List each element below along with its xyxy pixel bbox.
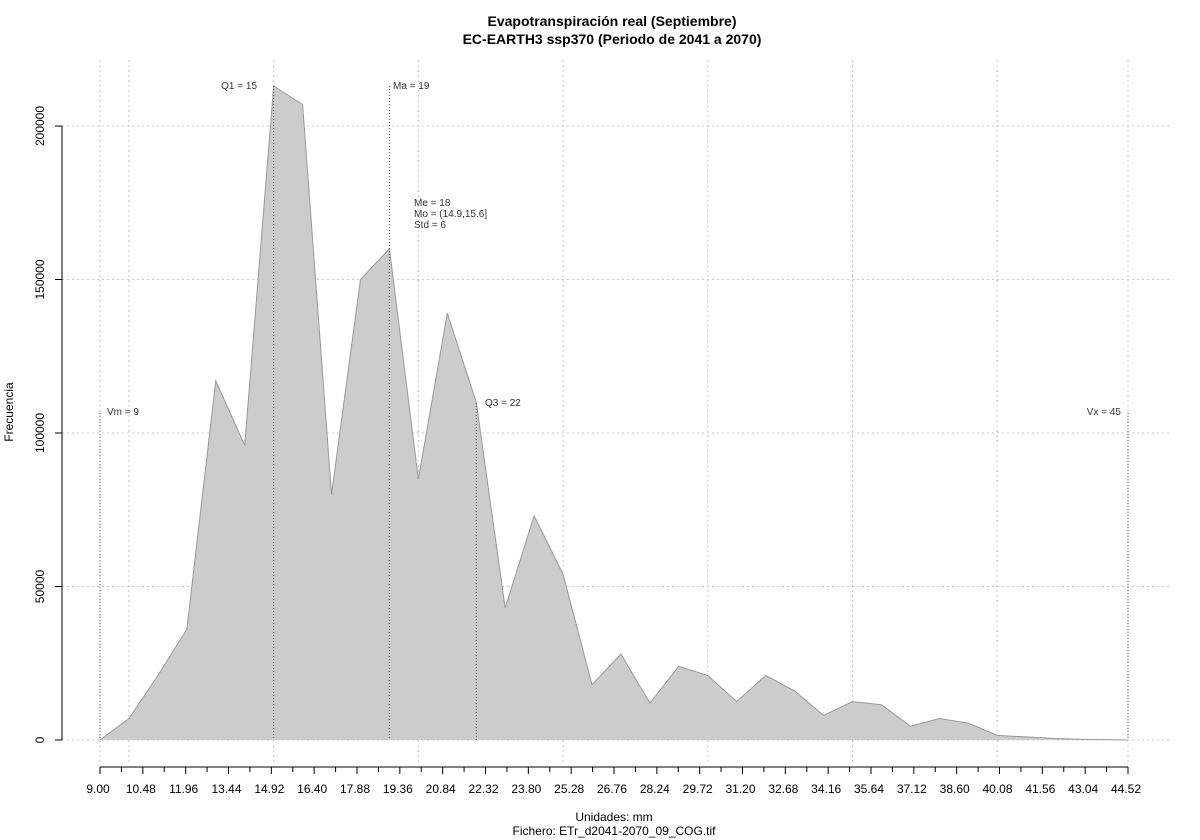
x-tick-label: 40.08: [982, 782, 1012, 796]
plot-area: [99, 85, 1129, 741]
reference-lines: [99, 86, 1129, 740]
y-tick-label: 0: [33, 736, 47, 743]
chart-subtitle: EC-EARTH3 ssp370 (Periodo de 2041 a 2070…: [463, 31, 762, 47]
x-tick-label: 19.36: [383, 782, 413, 796]
frequency-area: [100, 86, 1128, 741]
annotation-vx: Vx = 45: [1087, 407, 1122, 418]
x-tick-label: 9.00: [86, 782, 110, 796]
x-tick-label: 41.56: [1025, 782, 1055, 796]
x-tick-label: 10.48: [126, 782, 156, 796]
x-tick-label: 16.40: [297, 782, 327, 796]
x-tick-label: 28.24: [640, 782, 670, 796]
annotation-ma: Ma = 19: [393, 81, 430, 92]
x-tick-label: 25.28: [554, 782, 584, 796]
annotation-q3: Q3 = 22: [485, 398, 521, 409]
annotation-me: Me = 18: [414, 198, 451, 209]
x-tick-label: 34.16: [811, 782, 841, 796]
x-tick-label: 29.72: [683, 782, 713, 796]
y-axis: 0 50000 100000 150000 200000: [33, 106, 63, 743]
y-axis-label: Frecuencia: [2, 382, 16, 442]
x-tick-label: 14.92: [254, 782, 284, 796]
file-caption: Fichero: ETr_d2041-2070_09_COG.tif: [513, 824, 717, 838]
x-tick-label: 44.52: [1111, 782, 1141, 796]
x-tick-label: 26.76: [597, 782, 627, 796]
x-tick-label: 22.32: [468, 782, 498, 796]
x-tick-label: 37.12: [897, 782, 927, 796]
annotation-std: Std = 6: [414, 220, 446, 231]
x-tick-label: 17.88: [340, 782, 370, 796]
annotation-mo: Mo = (14.9,15.6]: [414, 209, 487, 220]
x-tick-label: 32.68: [768, 782, 798, 796]
x-axis-label: Unidades: mm: [575, 810, 652, 824]
annotations: Vm = 9 Q1 = 15 Ma = 19 Me = 18 Mo = (14.…: [107, 81, 1121, 418]
x-tick-label: 13.44: [211, 782, 241, 796]
x-axis: 9.00 10.48 11.96 13.44 14.92 16.40 17.88 19.36 2…: [86, 766, 1141, 796]
x-tick-label: 11.96: [169, 782, 198, 796]
chart-title: Evapotranspiración real (Septiembre): [488, 13, 737, 29]
y-tick-label: 150000: [33, 259, 47, 299]
annotation-q1: Q1 = 15: [221, 81, 257, 92]
x-tick-label: 43.04: [1068, 782, 1098, 796]
x-tick-label: 23.80: [511, 782, 541, 796]
x-tick-label: 31.20: [725, 782, 755, 796]
y-tick-label: 200000: [33, 106, 47, 146]
x-tick-label: 20.84: [426, 782, 456, 796]
y-tick-label: 50000: [33, 569, 47, 603]
y-tick-label: 100000: [33, 413, 47, 453]
annotation-vm: Vm = 9: [107, 407, 139, 418]
x-tick-label: 38.60: [940, 782, 970, 796]
x-tick-label: 35.64: [854, 782, 884, 796]
